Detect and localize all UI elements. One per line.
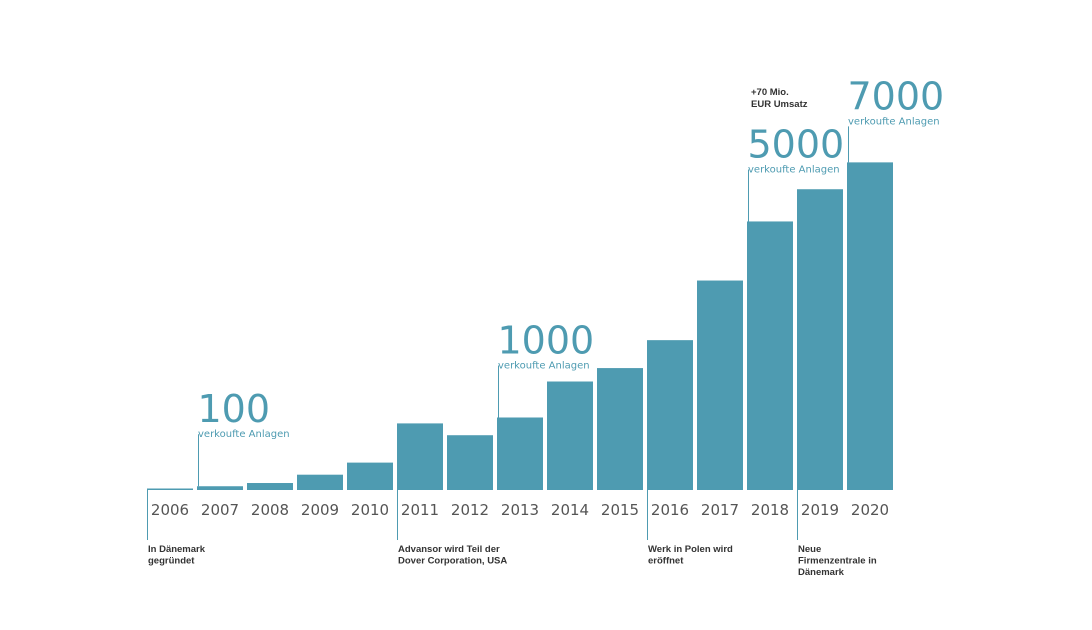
bar-2019 — [797, 189, 843, 490]
note-line: +70 Mio. — [751, 87, 789, 98]
bar-2013 — [497, 417, 543, 490]
event-text-2006: gegründet — [148, 556, 195, 567]
milestone-value-2007: 100 — [198, 387, 271, 431]
x-tick-label-2010: 2010 — [351, 501, 389, 519]
x-tick-label-2008: 2008 — [251, 501, 289, 519]
event-text-2011: Dover Corporation, USA — [398, 556, 507, 567]
milestone-label-2013: verkoufte Anlagen — [498, 360, 590, 371]
event-text-2016: Werk in Polen wird — [648, 544, 733, 555]
x-tick-label-2016: 2016 — [651, 501, 689, 519]
bar-2017 — [697, 280, 743, 490]
bar-2008 — [247, 483, 293, 490]
bar-2014 — [547, 381, 593, 490]
x-tick-label-2011: 2011 — [401, 501, 439, 519]
bar-2011 — [397, 423, 443, 490]
x-tick-label-2017: 2017 — [701, 501, 739, 519]
x-tick-label-2019: 2019 — [801, 501, 839, 519]
milestone-value-2013: 1000 — [498, 318, 595, 362]
bar-2009 — [297, 474, 343, 490]
event-text-2019: Firmenzentrale in — [798, 556, 877, 567]
event-text-2019: Neue — [798, 544, 821, 555]
milestone-value-2020: 7000 — [848, 74, 945, 118]
bar-2018 — [747, 221, 793, 491]
bars — [147, 162, 893, 491]
milestone-label-2020: verkoufte Anlagen — [848, 116, 940, 127]
bar-2016 — [647, 340, 693, 490]
event-text-2006: In Dänemark — [148, 544, 206, 555]
x-tick-label-2012: 2012 — [451, 501, 489, 519]
note-line: EUR Umsatz — [751, 99, 808, 110]
event-text-2011: Advansor wird Teil der — [398, 544, 500, 555]
milestone-value-2018: 5000 — [748, 122, 845, 166]
x-tick-label-2013: 2013 — [501, 501, 539, 519]
x-tick-label-2015: 2015 — [601, 501, 639, 519]
x-tick-labels: 2006 2007 2008 2009 2010 2011 2012 2013 2014 2015… — [151, 501, 889, 519]
bar-2007 — [197, 486, 243, 490]
x-tick-label-2018: 2018 — [751, 501, 789, 519]
bar-2010 — [347, 462, 393, 490]
x-tick-label-2006: 2006 — [151, 501, 189, 519]
bar-2015 — [597, 368, 643, 490]
event-text-2019: Dänemark — [798, 567, 845, 578]
x-tick-label-2020: 2020 — [851, 501, 889, 519]
x-tick-label-2009: 2009 — [301, 501, 339, 519]
x-tick-label-2007: 2007 — [201, 501, 239, 519]
bar-2006 — [147, 488, 193, 490]
milestone-label-2018: verkoufte Anlagen — [748, 164, 840, 175]
x-tick-label-2014: 2014 — [551, 501, 589, 519]
event-text-2016: eröffnet — [648, 556, 684, 567]
bar-2020 — [847, 162, 893, 490]
milestone-label-2007: verkoufte Anlagen — [198, 429, 290, 440]
bar-2012 — [447, 435, 493, 490]
